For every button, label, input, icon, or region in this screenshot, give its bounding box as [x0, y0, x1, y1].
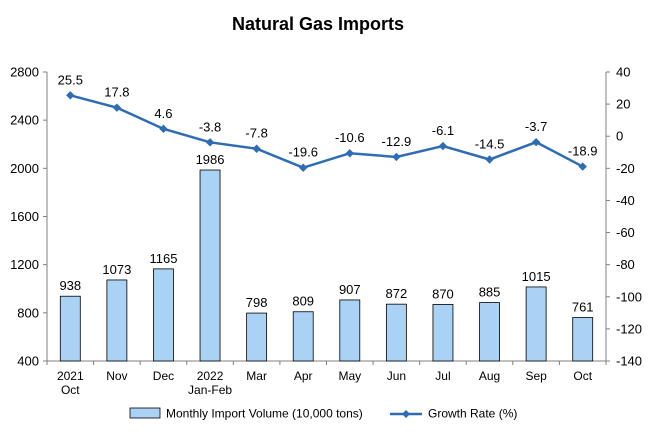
- legend-bar-swatch: [129, 407, 161, 419]
- x-tick-label: Mar: [246, 369, 267, 383]
- line-labels: 25.5 17.8 4.6 -3.8 -7.8 -19.6 -10.6 -12.9 -6.1 -1…: [58, 72, 598, 159]
- bar-value-label: 1986: [196, 152, 225, 167]
- bar: [199, 169, 221, 362]
- legend-bar-label: Monthly Import Volume (10,000 tons): [166, 407, 363, 421]
- x-tick-label: Nov: [106, 369, 127, 383]
- growth-rate-value-label: -14.5: [475, 137, 505, 152]
- bar: [572, 317, 594, 362]
- bar-value-label: 872: [386, 286, 408, 301]
- chart-title: Natural Gas Imports: [232, 14, 404, 34]
- bar: [385, 303, 407, 362]
- x-tick-label: Jul: [435, 369, 450, 383]
- x-tick-label: Jun: [387, 369, 406, 383]
- growth-rate-value-label: 4.6: [154, 106, 172, 121]
- growth-rate-value-label: 25.5: [58, 72, 83, 87]
- growth-rate-point: [299, 163, 308, 172]
- growth-rate-value-label: -3.8: [199, 119, 221, 134]
- bar-value-label: 798: [246, 295, 268, 310]
- bar-value-label: 761: [572, 300, 594, 315]
- bar-value-label: 870: [432, 286, 454, 301]
- y-right-tick-label: -140: [616, 354, 642, 369]
- y-right-tick-label: -120: [616, 321, 642, 336]
- bar-value-label: 885: [479, 285, 501, 300]
- legend-line-label: Growth Rate (%): [428, 407, 517, 421]
- legend: Monthly Import Volume (10,000 tons) Growt…: [129, 407, 517, 421]
- bar-value-label: 1165: [149, 251, 177, 266]
- growth-rate-point: [205, 138, 215, 147]
- y-left-tick-label: 800: [17, 305, 39, 320]
- bar-value-label: 938: [59, 278, 81, 293]
- growth-rate-point: [485, 155, 494, 164]
- growth-rate-point: [159, 124, 168, 134]
- growth-rate-point: [438, 141, 448, 151]
- bar-series: [59, 169, 594, 362]
- growth-rate-value-label: -12.9: [382, 134, 412, 149]
- bar-labels: 938 1073 1165 1986 798 809 907 872 870 885 1015 761: [59, 152, 593, 315]
- bar-value-label: 1015: [522, 269, 551, 284]
- growth-rate-value-label: -7.8: [245, 126, 267, 141]
- y-left-tick-label: 1600: [10, 209, 39, 224]
- growth-rate-value-label: -6.1: [432, 123, 454, 138]
- x-tick-label: Aug: [479, 369, 500, 383]
- bar-value-label: 1073: [102, 262, 131, 277]
- growth-rate-point: [345, 149, 354, 158]
- bar: [432, 304, 454, 362]
- y-left-tick-label: 2800: [10, 65, 39, 80]
- x-tick-label: Sep: [525, 369, 547, 383]
- y-right-tick-label: -100: [616, 289, 642, 304]
- bar: [292, 311, 314, 362]
- bar: [525, 286, 547, 362]
- x-tick-label: May: [338, 369, 361, 383]
- y-right-tick-label: -80: [616, 257, 635, 272]
- growth-rate-value-label: -3.7: [525, 119, 547, 134]
- bar: [59, 295, 81, 362]
- y-right-tick-label: 0: [616, 129, 623, 144]
- growth-rate-point: [66, 91, 75, 100]
- growth-rate-value-label: -19.6: [288, 145, 318, 160]
- bar: [106, 279, 128, 362]
- y-right-tick-label: 20: [616, 97, 630, 112]
- y-left-tick-label: 2400: [10, 113, 39, 128]
- growth-rate-value-label: -10.6: [335, 130, 365, 145]
- y-left-tick-label: 2000: [10, 161, 39, 176]
- y-left-tick-label: 1200: [10, 257, 39, 272]
- bar: [246, 312, 268, 362]
- x-tick-label: Dec: [153, 369, 174, 383]
- y-left-tick-label: 400: [17, 354, 39, 369]
- line-series: [66, 91, 587, 172]
- growth-rate-point: [112, 103, 122, 112]
- x-tick-label: Apr: [294, 369, 313, 383]
- growth-rate-point: [578, 162, 587, 171]
- x-tick-label: Oct: [573, 369, 592, 383]
- bar-value-label: 809: [292, 294, 314, 309]
- growth-rate-value-label: -18.9: [568, 144, 598, 159]
- bar: [339, 299, 361, 362]
- growth-rate-point: [252, 144, 261, 153]
- growth-rate-value-label: 17.8: [104, 85, 129, 100]
- legend-line-marker: [402, 410, 410, 418]
- bar: [479, 302, 500, 362]
- y-right-tick-label: 40: [616, 65, 630, 80]
- y-right-tick-label: -40: [616, 193, 635, 208]
- y-right-tick-label: -60: [616, 225, 635, 240]
- growth-rate-line: [69, 94, 584, 170]
- x-tick-label: 2021 Oct: [57, 369, 84, 397]
- x-tick-label: 2022 Jan-Feb: [188, 369, 232, 397]
- growth-rate-point: [531, 137, 541, 147]
- growth-rate-point: [392, 152, 401, 162]
- bar: [153, 268, 174, 362]
- y-right-tick-label: -20: [616, 161, 635, 176]
- bar-value-label: 907: [339, 282, 361, 297]
- axes: 400 800 1200 1600 2000 2400 2800 40 20 0 -20 -40 -60…: [10, 65, 642, 398]
